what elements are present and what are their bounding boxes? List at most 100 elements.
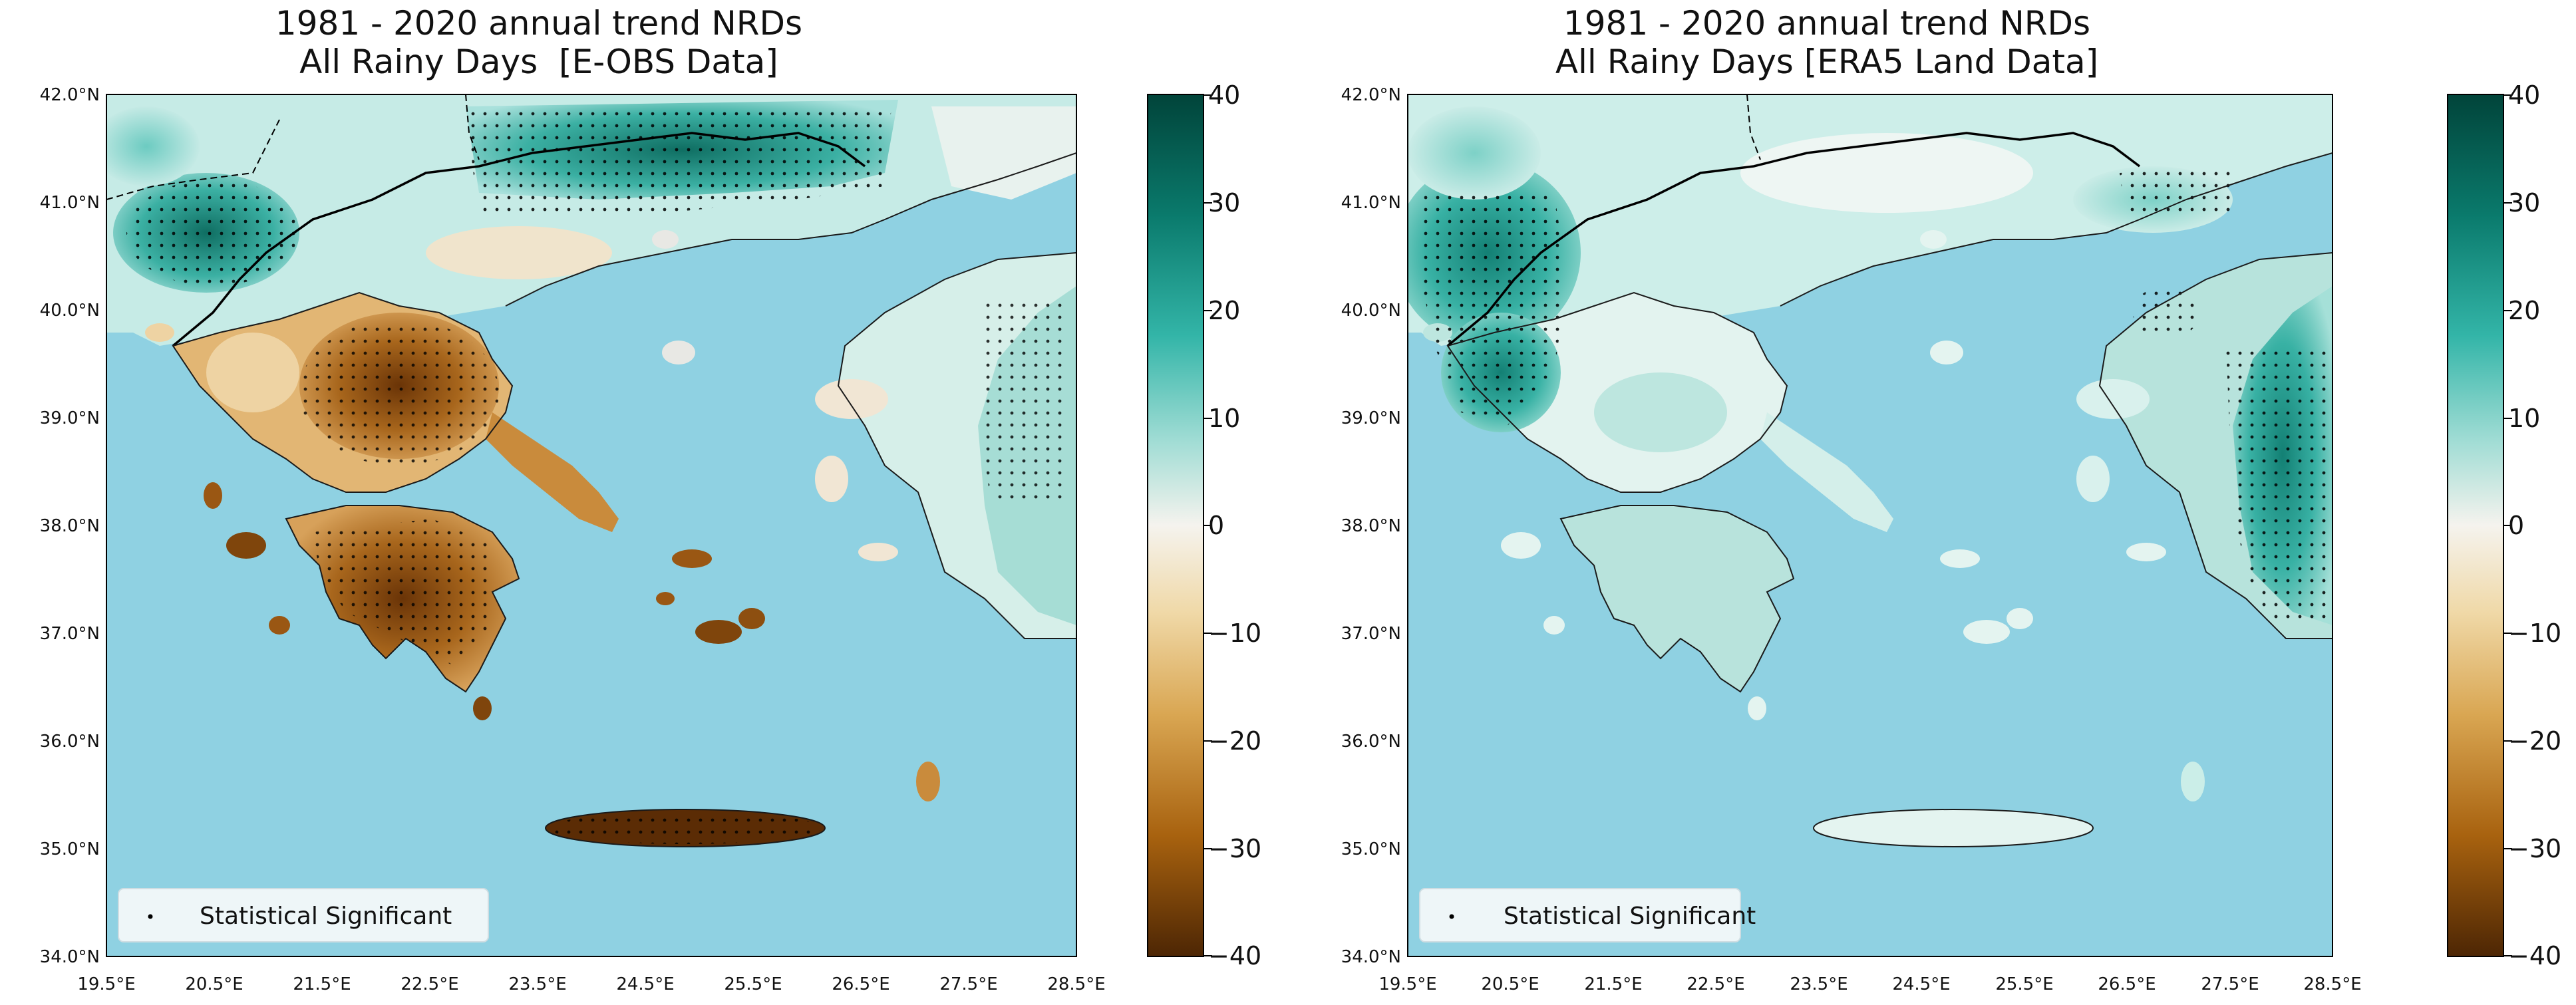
island-cyclades-3 [738,608,765,629]
island-cyclades-2 [1963,620,2010,644]
coastline-north [1780,152,2333,307]
coastline-peloponnese [1559,505,1795,693]
land-euboea [1760,412,1893,532]
colorbar-tick: −40 [2508,941,2561,970]
island-kefalonia [226,532,266,559]
lon-label: 20.5°E [185,974,243,994]
country-border [172,132,866,347]
lon-label: 22.5°E [401,974,458,994]
title-line-1: 1981 - 2020 annual trend NRDs [1563,4,2091,43]
island-cyclades-1 [1940,549,1980,568]
country-border-2 [106,119,280,200]
island-kythira [1748,696,1766,720]
lat-label: 41.0°N [1341,193,1401,213]
colorbar-tick: −20 [1208,726,1261,756]
colorbar-tick: −10 [2508,619,2561,648]
colorbar-tick: 0 [1208,511,1224,540]
island-cyclades-1 [672,549,712,568]
island-lemnos [1930,341,1963,364]
lon-label: 23.5°E [1790,974,1848,994]
island-crete [1814,809,2093,847]
island-thasos [1920,230,1947,249]
stipple-north-east [2120,166,2233,219]
island-rhodes [916,762,940,801]
colorbar-tick: −30 [2508,834,2561,863]
teal-central [1594,372,1727,452]
colorbar-tick: −30 [1208,834,1261,863]
colorbar-tick: −20 [2508,726,2561,756]
lon-axis: 19.5°E 20.5°E 21.5°E 22.5°E 23.5°E 24.5°… [1378,974,2361,994]
island-kythira [473,696,492,720]
island-corfu [145,323,174,342]
lat-label: 42.0°N [1341,85,1401,105]
legend: Statistical Significant [118,888,489,942]
island-samos [2126,543,2166,561]
panel-eobs: 1981 - 2020 annual trend NRDs All Rainy … [0,4,1262,994]
colorbar-tick: 40 [1208,80,1240,110]
land-peloponnese [1561,505,1794,692]
colorbar-tick: 20 [1208,296,1240,325]
coastline-peloponnese [285,505,520,693]
island-zakynthos [269,616,290,635]
country-border-3 [465,94,480,160]
map-figure-eobs: 42.0°N 41.0°N 40.0°N 39.0°N 38.0°N 37.0°… [40,80,1262,994]
stipple-peloponnese [313,519,492,665]
country-border [1446,132,2141,347]
title-line-2: All Rainy Days [E-OBS Data] [299,43,778,81]
lon-label: 26.5°E [832,974,889,994]
lon-label: 20.5°E [1481,974,1539,994]
lat-label: 37.0°N [1341,624,1401,644]
lon-label: 25.5°E [1995,974,2053,994]
lon-label: 21.5°E [293,974,351,994]
stipple-west [1421,193,1567,426]
colorbar: 40 30 20 10 0 −10 −20 −30 −40 [1147,80,1261,970]
stipple-turkey [2226,346,2326,625]
title-line-2: All Rainy Days [ERA5 Land Data] [1555,43,2099,81]
island-cyclades-2 [695,620,742,644]
island-lesvos [815,379,888,419]
lon-label: 21.5°E [1584,974,1642,994]
colorbar: 40 30 20 10 0 −10 −20 −30 −40 [2447,80,2561,970]
legend-box [1419,888,1741,942]
coastline [1446,291,1788,493]
lat-label: 42.0°N [40,85,100,105]
map-title: 1981 - 2020 annual trend NRDs All Rainy … [0,4,1078,81]
lon-label: 19.5°E [1378,974,1436,994]
lat-label: 34.0°N [1341,947,1401,967]
colorbar-tick: −40 [1208,941,1261,970]
coastline [172,291,514,493]
island-cyclades-3 [2007,608,2033,629]
island-kefalonia [1501,532,1541,559]
stipple-crete [549,812,822,844]
stipple-thessaly [299,319,499,466]
map-frame [1407,94,2333,957]
stipple-turkey-north [2133,286,2199,339]
coastline-north [505,152,1076,307]
coastline-crete [1813,809,2094,847]
island-lesvos [2076,379,2150,419]
colorbar-tick: 0 [2508,511,2524,540]
colorbar-tick: 10 [1208,404,1240,433]
panel-era5: 1981 - 2020 annual trend NRDs All Rainy … [1288,0,2576,1005]
island-rhodes [2181,762,2205,801]
island-samos [858,543,898,561]
lat-label: 36.0°N [40,732,100,752]
land-euboea [486,412,619,532]
white-north [1740,133,2033,213]
legend-label: Statistical Significant [200,903,452,930]
beige-north [426,226,612,279]
lat-label: 38.0°N [40,516,100,536]
colorbar-tick: 40 [2508,80,2540,110]
legend-dot-icon [1449,914,1454,919]
island-chios [815,456,848,502]
lon-label: 28.5°E [1047,974,1105,994]
island-zakynthos [1543,616,1565,635]
title-line-1: 1981 - 2020 annual trend NRDs [275,4,803,43]
stipple-west [126,180,299,286]
lon-label: 24.5°E [616,974,674,994]
teal-nw-soft [1408,106,1541,200]
lon-label: 26.5°E [2098,974,2156,994]
map-frame [106,94,1077,957]
colorbar-tick: 30 [2508,188,2540,217]
island-cyclades-4 [656,592,675,605]
